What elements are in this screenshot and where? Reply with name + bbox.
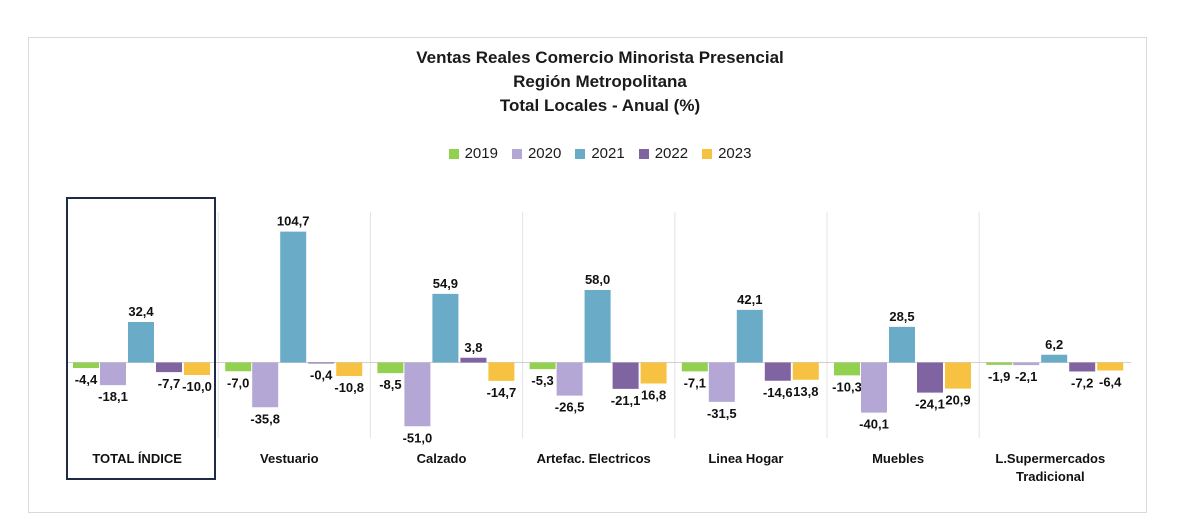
- bar-2023-4: [792, 362, 819, 380]
- data-label-2021-1: 104,7: [277, 214, 310, 229]
- data-label-2023-1: -10,8: [334, 380, 364, 395]
- category-label-3: Artefac. Electricos: [537, 451, 651, 466]
- bar-2020-6: [1013, 362, 1040, 366]
- category-label-4: Linea Hogar: [708, 451, 783, 466]
- data-label-2021-5: 28,5: [889, 309, 914, 324]
- bar-2023-5: [945, 362, 971, 389]
- legend-item-2021: 2021: [575, 145, 625, 162]
- chart-subtitle-measure: Total Locales - Anual (%): [499, 96, 701, 115]
- data-label-2020-3: -26,5: [555, 400, 585, 415]
- data-label-2019-0: -4,4: [75, 372, 98, 387]
- legend-label-2021: 2021: [591, 145, 625, 162]
- legend-label-2019: 2019: [464, 145, 498, 162]
- bar-2021-0: [128, 322, 154, 363]
- bar-2023-0: [184, 362, 210, 375]
- category-label-6: L.Supermercados Tradicional: [995, 451, 1105, 484]
- category-label-5: Muebles: [872, 451, 924, 466]
- bar-2019-1: [225, 362, 252, 372]
- chart-title: Ventas Reales Comercio Minorista Presenc…: [416, 48, 784, 67]
- data-label-2023-6: -6,4: [1099, 375, 1122, 390]
- bar-2022-6: [1069, 362, 1096, 372]
- bar-2021-3: [584, 290, 611, 363]
- bar-2019-4: [681, 362, 708, 372]
- bar-2020-5: [861, 362, 887, 413]
- legend-item-2019: 2019: [448, 145, 498, 162]
- bar-2019-0: [73, 362, 99, 368]
- bar-2020-2: [404, 362, 431, 427]
- bar-2023-6: [1097, 362, 1124, 371]
- bar-2022-3: [612, 362, 639, 389]
- legend-item-2020: 2020: [511, 145, 562, 162]
- chart-legend: 2019 2020 2021 2022 2023: [0, 145, 1200, 162]
- data-label-2020-6: -2,1: [1015, 369, 1037, 384]
- legend-swatch-2020: [511, 148, 522, 159]
- bar-2023-3: [640, 362, 667, 384]
- bar-2022-0: [156, 362, 182, 373]
- bar-2021-5: [889, 326, 915, 363]
- category-label-1: Vestuario: [260, 451, 319, 466]
- bar-2020-3: [556, 362, 583, 396]
- data-label-2022-3: -21,1: [611, 393, 641, 408]
- bar-2022-5: [917, 362, 943, 393]
- data-label-2022-0: -7,7: [158, 376, 180, 391]
- bar-2023-2: [488, 362, 515, 381]
- highlight-box: [66, 197, 216, 480]
- bar-2020-1: [252, 362, 279, 408]
- bar-2020-4: [708, 362, 735, 402]
- data-label-2022-4: -14,6: [763, 385, 793, 400]
- data-label-2023-4: 13,8: [793, 384, 818, 399]
- data-label-2021-3: 58,0: [585, 272, 610, 287]
- category-label-2: Calzado: [417, 451, 467, 466]
- data-label-2019-1: -7,0: [227, 375, 249, 390]
- bar-2022-1: [308, 362, 335, 364]
- data-label-2021-6: 6,2: [1045, 337, 1063, 352]
- data-label-2020-4: -31,5: [707, 406, 737, 421]
- bar-2021-6: [1041, 354, 1068, 363]
- bar-2019-2: [377, 362, 404, 374]
- data-label-2019-6: -1,9: [988, 369, 1010, 384]
- legend-label-2020: 2020: [527, 145, 562, 162]
- bar-2019-6: [986, 362, 1013, 365]
- legend-label-2023: 2023: [718, 145, 752, 162]
- data-label-2020-1: -35,8: [250, 411, 280, 426]
- data-label-2020-5: -40,1: [859, 417, 889, 432]
- bar-2022-4: [764, 362, 791, 381]
- legend-item-2023: 2023: [702, 145, 751, 162]
- chart-subtitle-region: Región Metropolitana: [513, 72, 687, 91]
- bar-2023-1: [336, 362, 363, 376]
- data-label-2023-2: -14,7: [487, 385, 517, 400]
- bar-2021-4: [736, 309, 763, 363]
- legend-swatch-2023: [702, 148, 713, 159]
- data-label-2019-5: -10,3: [832, 379, 862, 394]
- data-label-2019-3: -5,3: [531, 373, 553, 388]
- legend-swatch-2022: [638, 148, 649, 159]
- legend-swatch-2019: [448, 148, 459, 159]
- data-label-2022-6: -7,2: [1071, 376, 1093, 391]
- data-label-2022-5: -24,1: [915, 397, 945, 412]
- data-label-2022-1: -0,4: [310, 368, 333, 383]
- data-label-2023-5: 20,9: [945, 393, 970, 408]
- bar-2020-0: [100, 362, 126, 386]
- bar-2022-2: [460, 357, 487, 363]
- bar-2021-1: [280, 231, 307, 363]
- chart-frame: [28, 37, 1147, 513]
- data-label-2023-3: 16,8: [641, 388, 666, 403]
- data-label-2022-2: 3,8: [464, 340, 482, 355]
- data-label-2019-2: -8,5: [379, 377, 401, 392]
- data-label-2023-0: -10,0: [182, 379, 212, 394]
- legend-label-2022: 2022: [654, 145, 689, 162]
- data-label-2020-0: -18,1: [98, 389, 128, 404]
- legend-swatch-2021: [575, 148, 586, 159]
- bar-2019-3: [529, 362, 556, 370]
- bar-2021-2: [432, 293, 459, 363]
- data-label-2020-2: -51,0: [403, 430, 433, 445]
- legend-item-2022: 2022: [638, 145, 689, 162]
- category-label-0: TOTAL ÍNDICE: [92, 451, 182, 466]
- data-label-2021-0: 32,4: [128, 304, 154, 319]
- data-label-2021-2: 54,9: [433, 276, 458, 291]
- data-label-2021-4: 42,1: [737, 292, 762, 307]
- bar-2019-5: [834, 362, 860, 376]
- data-label-2019-4: -7,1: [684, 375, 706, 390]
